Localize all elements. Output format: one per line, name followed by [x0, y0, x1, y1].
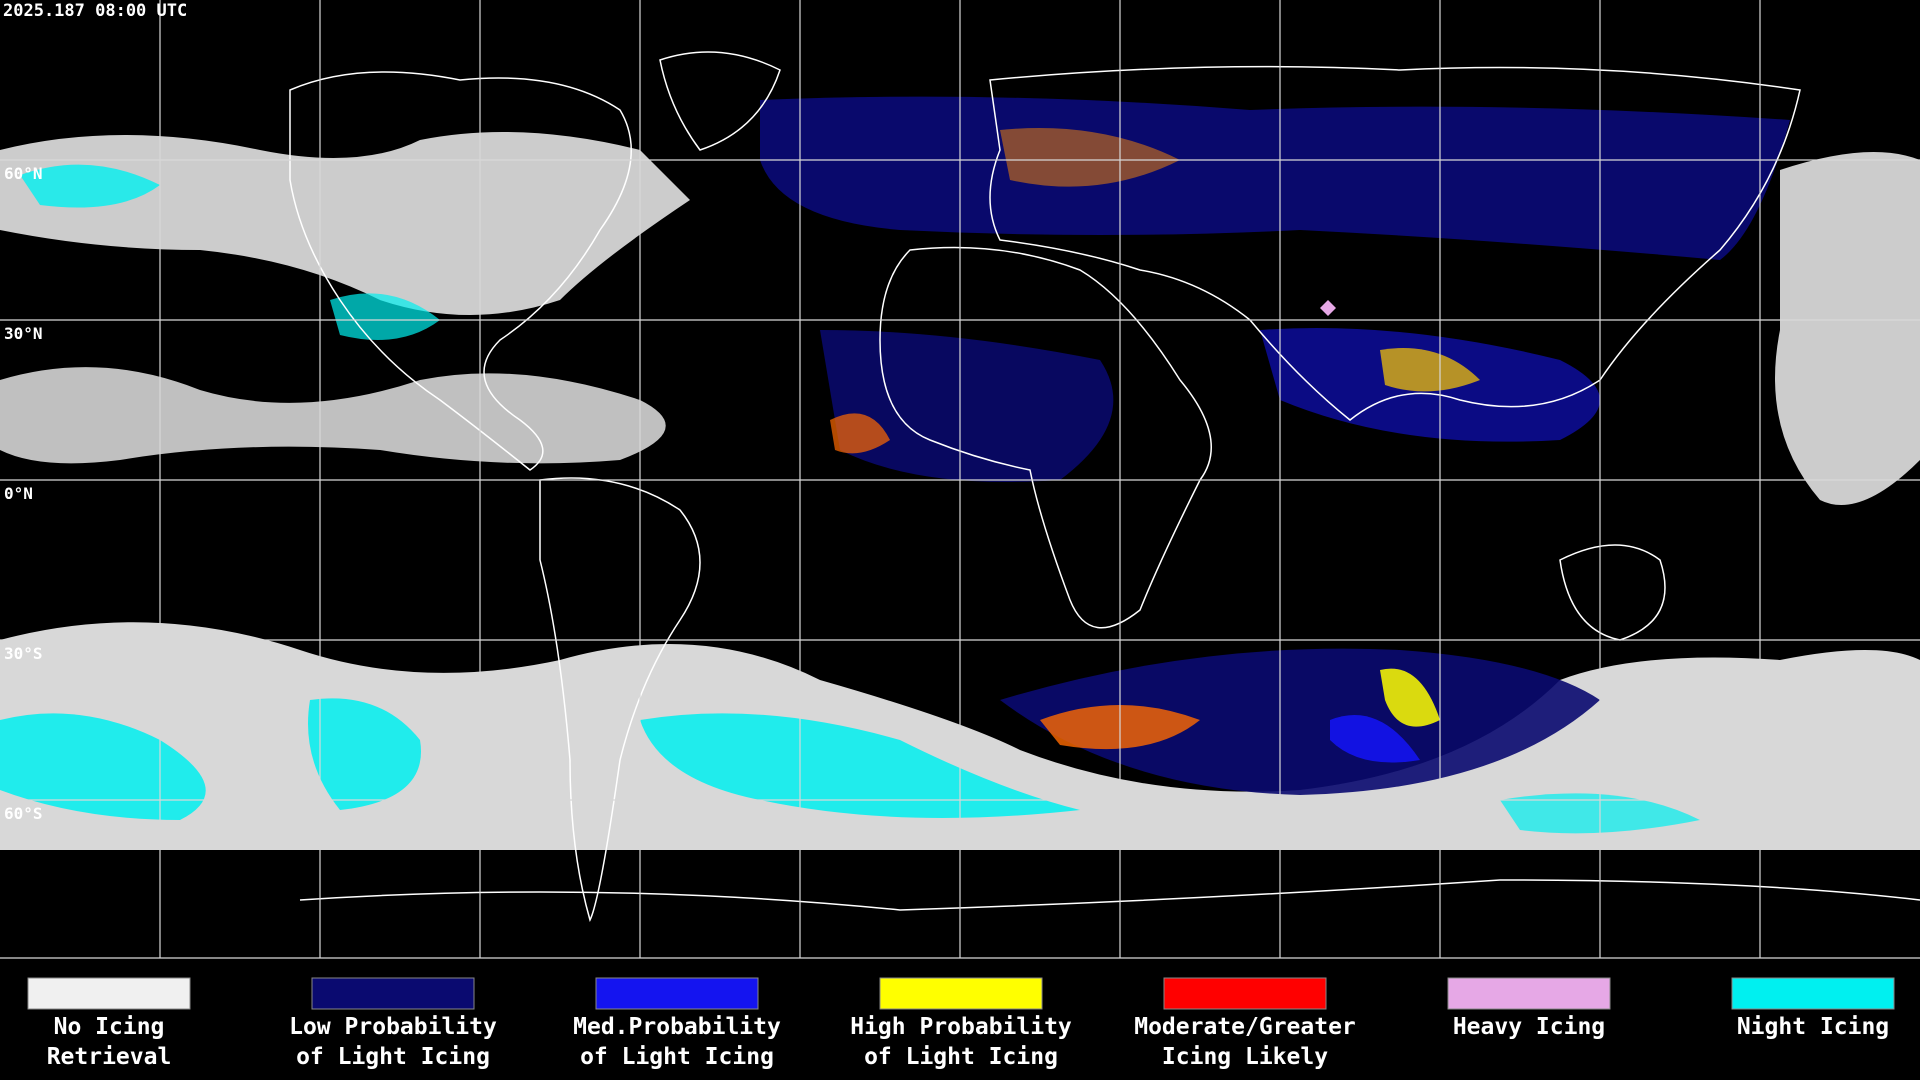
latitude-label: 0°N	[4, 484, 33, 503]
legend-label: Icing Likely	[1162, 1044, 1328, 1070]
legend-label: Moderate/Greater	[1134, 1014, 1356, 1040]
legend: No Icing Retrieval Low Probability of Light…	[27, 977, 1895, 1070]
coastlines	[289, 51, 1920, 923]
legend-swatch	[879, 977, 1043, 1010]
legend-swatch	[27, 977, 191, 1010]
legend-label: of Light Icing	[296, 1044, 490, 1070]
legend-swatch	[1447, 977, 1611, 1010]
legend-label: Heavy Icing	[1453, 1014, 1605, 1040]
legend-label: Night Icing	[1737, 1014, 1889, 1040]
legend-label: Low Probability	[289, 1014, 497, 1040]
legend-swatch	[311, 977, 475, 1010]
legend-label: Retrieval	[47, 1044, 172, 1070]
latitude-labels: 60°N 30°N 0°N 30°S 60°S	[4, 164, 43, 823]
legend-label: No Icing	[54, 1014, 165, 1040]
legend-label: High Probability	[850, 1014, 1072, 1040]
legend-swatch	[1731, 977, 1895, 1010]
legend-label: Med.Probability	[573, 1014, 781, 1040]
graticule	[0, 0, 1920, 958]
legend-label: of Light Icing	[580, 1044, 774, 1070]
latitude-label: 30°N	[4, 324, 43, 343]
legend-label: of Light Icing	[864, 1044, 1058, 1070]
latitude-label: 60°N	[4, 164, 43, 183]
legend-swatch	[595, 977, 759, 1010]
timestamp: 2025.187 08:00 UTC	[3, 1, 187, 21]
latitude-label: 30°S	[4, 644, 43, 663]
latitude-label: 60°S	[4, 804, 43, 823]
legend-swatch	[1163, 977, 1327, 1010]
